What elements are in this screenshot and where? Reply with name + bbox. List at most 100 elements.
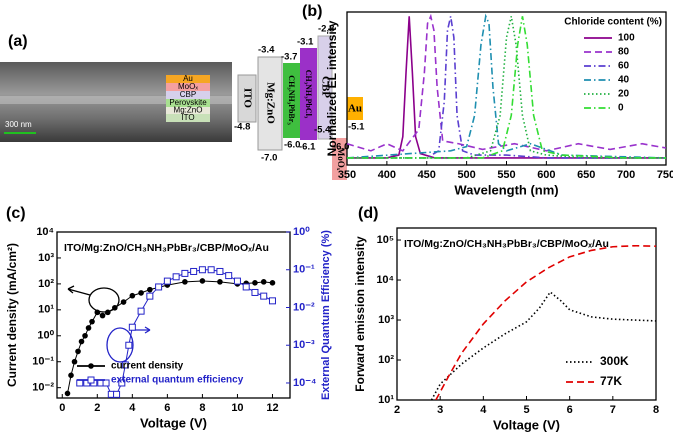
x-tick-label: 0: [59, 402, 65, 414]
level: -2.8: [318, 24, 334, 35]
legend-label: 77K: [600, 374, 622, 388]
y-tick-label: 10⁴: [36, 226, 54, 238]
series-line: [435, 244, 656, 400]
legend-marker: [87, 376, 95, 384]
data-point: [207, 266, 215, 274]
legend-marker: [88, 363, 94, 369]
y-tick-label: 10¹: [378, 394, 394, 406]
data-point: [260, 279, 267, 285]
y2-tick-label: 10⁰: [293, 226, 310, 238]
chart-title: ITO/Mg:ZnO/CH₃NH₃PbBr₃/CBP/MoOₓ/Au: [404, 238, 609, 250]
data-point: [99, 312, 106, 319]
data-point: [269, 280, 276, 286]
chart: 0 2 4 6 8 10 12 10⁻² 10⁻¹ 10⁰ 10¹ 10² 10³ 10⁴ 10⁻⁴ 10⁻³…: [5, 226, 332, 431]
y-tick-label: 10³: [378, 314, 394, 326]
series-line: [347, 13, 666, 152]
data-point: [112, 304, 118, 311]
data-point: [233, 277, 241, 285]
data-point: [121, 361, 129, 369]
x-tick-label: 350: [338, 169, 356, 181]
level: -3.1: [297, 37, 314, 48]
data-point: [85, 325, 92, 331]
x-tick-label: 650: [577, 169, 595, 181]
x-tick-label: 6: [567, 404, 573, 416]
axes-frame: [56, 231, 291, 399]
data-point: [128, 323, 136, 331]
band-label: Mg:ZnO: [264, 82, 276, 124]
data-point: [190, 267, 198, 275]
data-point: [217, 279, 223, 285]
data-point: [251, 288, 259, 296]
legend-label: 40: [618, 75, 630, 86]
x-tick-label: 750: [657, 169, 673, 181]
x-tick-label: 5: [523, 404, 529, 416]
legend-label: 300K: [600, 354, 629, 368]
y-tick-label: 10⁰: [37, 330, 54, 342]
legend-label: 20: [618, 89, 630, 100]
panel-label: (a): [8, 33, 28, 50]
data-point: [155, 283, 163, 291]
sem-image: Au MoOₓ CBP Perovskite Mg:ZnO ITO 300 nm: [0, 62, 232, 142]
data-point: [182, 279, 188, 285]
series-line: [347, 16, 666, 159]
y-tick-label: 10²: [38, 278, 54, 290]
layer-label: Mg:ZnO: [174, 106, 203, 115]
x-tick-label: 400: [378, 169, 396, 181]
data-point: [260, 292, 268, 300]
y-tick-label: 10⁻²: [32, 382, 54, 394]
panel-label: (b): [302, 3, 322, 20]
level: -4.8: [234, 122, 250, 133]
band-label: CH₃NH₃PbBr₃: [287, 75, 296, 125]
data-point: [138, 290, 144, 296]
annotation: [67, 285, 151, 363]
data-point: [216, 267, 224, 275]
data-point: [252, 280, 258, 286]
legend-label: 100: [618, 33, 635, 44]
data-point: [268, 297, 276, 305]
chart: 2 3 4 5 6 7 8 10¹ 10² 10³ 10⁴ 10⁵ Voltage (V) Forward…: [353, 227, 659, 432]
data-point: [146, 292, 154, 300]
data-point: [64, 390, 71, 397]
y2-tick-label: 10⁻³: [293, 339, 315, 351]
data-point: [68, 372, 74, 379]
x-tick-label: 550: [497, 169, 515, 181]
data-point: [163, 277, 171, 285]
panel-label: (d): [358, 205, 378, 222]
x-tick-label: 8: [653, 404, 659, 416]
data-point: [82, 332, 88, 339]
data-point: [105, 309, 111, 316]
y-tick-label: 10²: [378, 354, 394, 366]
data-point: [198, 266, 206, 274]
legend-label: 60: [618, 61, 630, 72]
x-tick-label: 12: [266, 402, 278, 414]
data-point: [94, 309, 101, 316]
data-point: [147, 286, 153, 293]
legend-title: Chloride content (%): [564, 17, 662, 28]
data-point: [242, 283, 250, 291]
level: -6.0: [284, 140, 300, 151]
x-axis-label: Voltage (V): [140, 415, 207, 430]
data-point: [71, 358, 78, 365]
data-point: [120, 299, 127, 305]
series-line: [347, 13, 666, 159]
band-label: Au: [348, 103, 362, 115]
legend-label: 80: [618, 47, 630, 58]
x-tick-label: 700: [617, 169, 635, 181]
y-axis-label: Normalized EL intensity: [325, 20, 339, 156]
level: -7.0: [261, 153, 277, 164]
x-tick-label: 600: [537, 169, 555, 181]
y-axis-label: Current density (mA/cm²): [5, 243, 19, 387]
level: -5.1: [348, 122, 365, 133]
x-tick-label: 3: [437, 404, 443, 416]
data-point: [78, 338, 85, 345]
x-tick-label: 10: [231, 402, 243, 414]
legend-label: external quantum efficiency: [111, 375, 244, 386]
y-tick-label: 10⁵: [377, 234, 394, 246]
data-point: [225, 272, 233, 280]
layer-label: CBP: [180, 90, 196, 99]
panel-label: (c): [6, 205, 26, 222]
energy-diagram: ITO Mg:ZnO CH₃NH₃PbBr₃ CH₃NH₃PbCl₃ CBP M…: [234, 24, 365, 180]
x-tick-label: 4: [129, 402, 136, 414]
